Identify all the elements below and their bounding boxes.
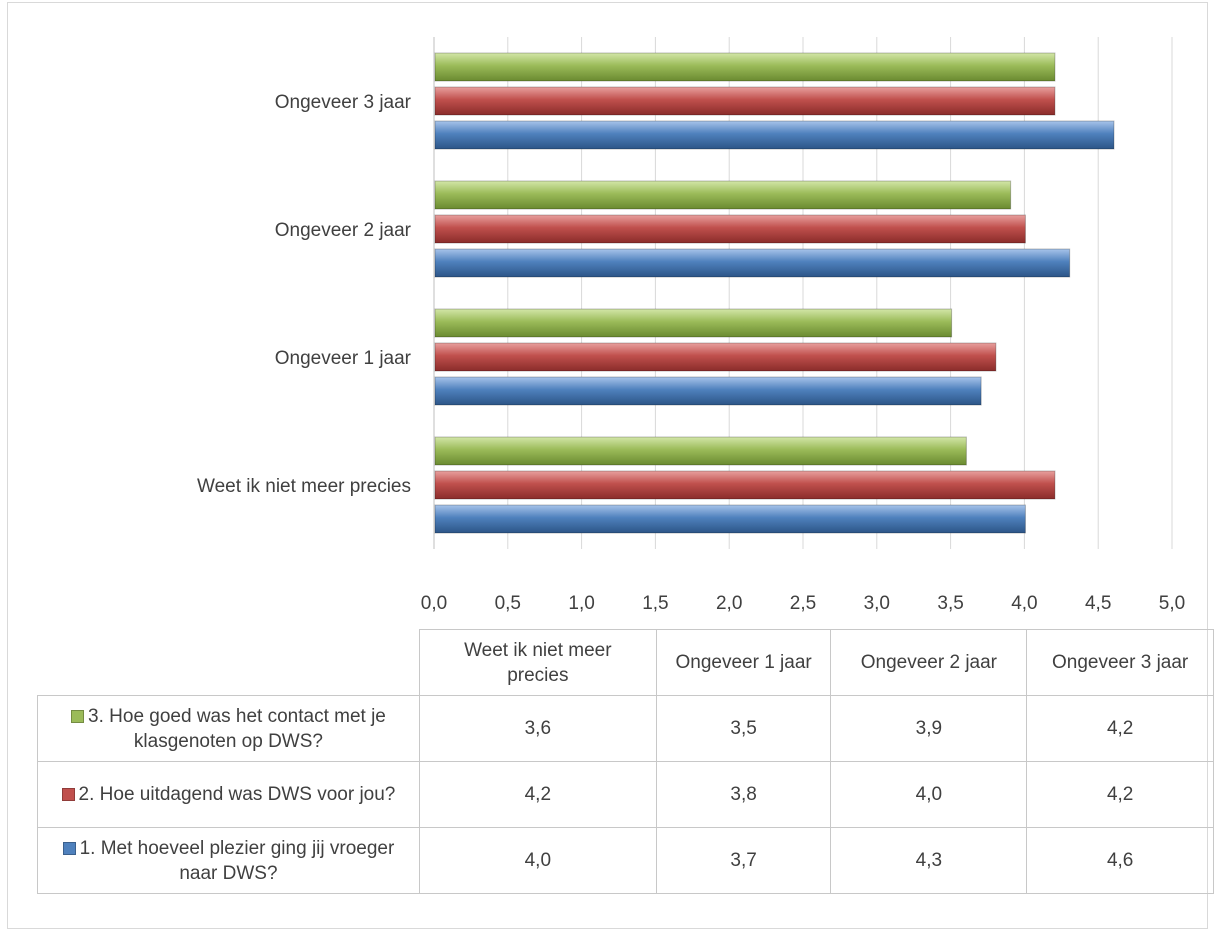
x-tick-label: 5,0 (1159, 593, 1185, 614)
table-row: 1. Met hoeveel plezier ging jij vroeger … (37, 827, 1214, 894)
table-header-cell: Ongeveer 1 jaar (655, 629, 832, 696)
bar (434, 376, 982, 406)
x-tick-label: 1,0 (568, 593, 594, 614)
table-corner (37, 629, 420, 696)
legend-entry: 2. Hoe uitdagend was DWS voor jou? (37, 761, 420, 828)
bar (434, 470, 1056, 500)
data-label: 3,9 (830, 695, 1028, 762)
x-tick-label: 3,5 (937, 593, 963, 614)
legend-swatch (71, 709, 85, 723)
legend-entry: 3. Hoe goed was het contact met je klasg… (37, 695, 420, 762)
bar (434, 214, 1026, 244)
category-label: Weet ik niet meer precies (197, 476, 411, 497)
x-tick-label: 4,5 (1085, 593, 1111, 614)
data-table: Weet ik niet meer precies Ongeveer 1 jaar… (37, 629, 1214, 894)
chart-frame (7, 2, 1208, 929)
bar-chart: 0,0 0,5 1,0 1,5 2,0 2,5 3,0 3,5 4,0 4,5 5,0 Weet ik… (197, 37, 1185, 614)
x-tick-label: 2,0 (716, 593, 742, 614)
bar (434, 52, 1056, 82)
data-label: 4,3 (830, 827, 1028, 894)
legend-swatch (62, 841, 76, 855)
bar (434, 436, 967, 466)
data-label: 4,6 (1026, 827, 1214, 894)
bar (434, 342, 997, 372)
x-tick-label: 0,5 (495, 593, 521, 614)
legend-swatch (61, 788, 75, 801)
data-label: 4,0 (830, 761, 1028, 828)
x-tick-label: 4,0 (1011, 593, 1037, 614)
category-label: Ongeveer 2 jaar (275, 220, 412, 241)
x-tick-label: 0,0 (421, 593, 447, 614)
table-header-cell: Weet ik niet meer precies (418, 629, 657, 696)
table-header-cell: Ongeveer 3 jaar (1026, 629, 1214, 696)
x-tick-label: 3,0 (864, 593, 890, 614)
bar (434, 504, 1026, 534)
table-header-cell: Ongeveer 2 jaar (830, 629, 1028, 696)
data-label: 3,5 (655, 695, 832, 762)
table-row: 2. Hoe uitdagend was DWS voor jou? 4,2 3,8… (37, 761, 1214, 828)
category-label: Ongeveer 1 jaar (275, 348, 412, 369)
bar (434, 120, 1115, 150)
legend-label: 2. Hoe uitdagend was DWS voor jou? (78, 784, 396, 805)
data-label: 4,2 (418, 761, 657, 828)
bar (434, 180, 1012, 210)
table-row: 3. Hoe goed was het contact met je klasg… (37, 695, 1214, 762)
data-label: 4,0 (418, 827, 657, 894)
bar (434, 86, 1056, 116)
x-tick-label: 2,5 (790, 593, 816, 614)
data-label: 4,2 (1026, 695, 1214, 762)
bar (434, 308, 953, 338)
legend-label: 1. Met hoeveel plezier ging jij vroeger … (79, 837, 395, 884)
category-label: Ongeveer 3 jaar (275, 92, 412, 113)
data-label: 4,2 (1026, 761, 1214, 828)
data-label: 3,6 (418, 695, 657, 762)
data-label: 3,8 (655, 761, 832, 828)
data-label: 3,7 (655, 827, 832, 894)
legend-entry: 1. Met hoeveel plezier ging jij vroeger … (37, 827, 420, 894)
bar (434, 248, 1071, 278)
x-tick-label: 1,5 (642, 593, 668, 614)
legend-label: 3. Hoe goed was het contact met je klasg… (88, 705, 386, 752)
